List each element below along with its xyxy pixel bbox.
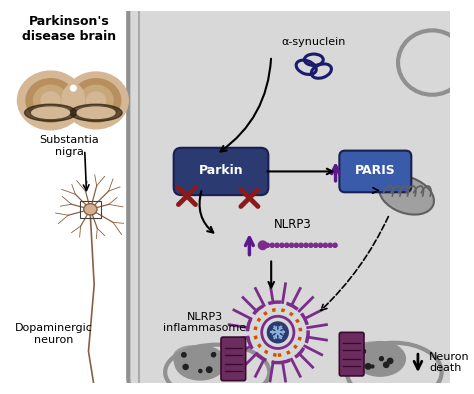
Ellipse shape xyxy=(72,79,121,122)
Circle shape xyxy=(265,243,270,247)
Ellipse shape xyxy=(64,72,128,129)
Text: Substantia
nigra: Substantia nigra xyxy=(40,136,100,157)
Text: Parkin: Parkin xyxy=(199,164,243,177)
Ellipse shape xyxy=(347,343,442,394)
Text: α-synuclein: α-synuclein xyxy=(282,37,346,47)
Text: NLRP3: NLRP3 xyxy=(274,218,312,231)
FancyBboxPatch shape xyxy=(221,337,246,381)
Ellipse shape xyxy=(18,71,84,130)
Ellipse shape xyxy=(354,341,406,377)
Ellipse shape xyxy=(398,30,466,95)
FancyBboxPatch shape xyxy=(128,0,461,394)
Circle shape xyxy=(304,243,308,247)
Ellipse shape xyxy=(174,345,226,381)
Circle shape xyxy=(333,243,337,247)
Circle shape xyxy=(319,243,323,247)
Text: Dopaminergic
neuron: Dopaminergic neuron xyxy=(15,323,92,344)
Circle shape xyxy=(199,370,202,373)
Circle shape xyxy=(309,243,313,247)
Ellipse shape xyxy=(79,85,113,115)
Text: PARIS: PARIS xyxy=(355,164,396,177)
Circle shape xyxy=(361,349,365,354)
Circle shape xyxy=(365,364,371,369)
Text: NLRP3
inflammasome: NLRP3 inflammasome xyxy=(164,312,246,333)
Circle shape xyxy=(294,243,299,247)
Circle shape xyxy=(211,353,216,357)
Ellipse shape xyxy=(70,104,122,121)
Circle shape xyxy=(270,243,274,247)
Ellipse shape xyxy=(84,204,97,215)
Circle shape xyxy=(212,353,216,356)
FancyBboxPatch shape xyxy=(339,151,411,192)
Ellipse shape xyxy=(379,176,434,215)
Ellipse shape xyxy=(77,107,115,119)
Circle shape xyxy=(371,365,374,368)
Circle shape xyxy=(290,243,293,247)
Text: Parkinson's
disease brain: Parkinson's disease brain xyxy=(22,15,117,43)
Ellipse shape xyxy=(165,345,269,394)
Circle shape xyxy=(285,243,289,247)
Circle shape xyxy=(314,243,318,247)
Circle shape xyxy=(207,367,212,372)
Ellipse shape xyxy=(87,92,106,109)
Circle shape xyxy=(275,243,279,247)
Ellipse shape xyxy=(41,92,60,109)
Ellipse shape xyxy=(352,342,389,367)
Circle shape xyxy=(71,85,76,91)
Ellipse shape xyxy=(25,104,77,121)
FancyBboxPatch shape xyxy=(173,148,268,195)
Circle shape xyxy=(323,243,328,247)
Circle shape xyxy=(380,357,383,361)
Circle shape xyxy=(299,243,303,247)
Circle shape xyxy=(387,358,393,364)
Circle shape xyxy=(280,243,284,247)
Ellipse shape xyxy=(26,79,75,122)
Ellipse shape xyxy=(32,107,70,119)
Ellipse shape xyxy=(173,346,209,370)
Ellipse shape xyxy=(34,85,68,115)
Circle shape xyxy=(183,364,188,370)
Text: Neuron
death: Neuron death xyxy=(429,352,470,374)
Ellipse shape xyxy=(62,84,85,117)
Circle shape xyxy=(383,362,389,368)
Circle shape xyxy=(182,353,186,357)
Circle shape xyxy=(258,241,267,249)
Circle shape xyxy=(328,243,332,247)
FancyBboxPatch shape xyxy=(339,333,364,376)
Circle shape xyxy=(267,322,288,343)
